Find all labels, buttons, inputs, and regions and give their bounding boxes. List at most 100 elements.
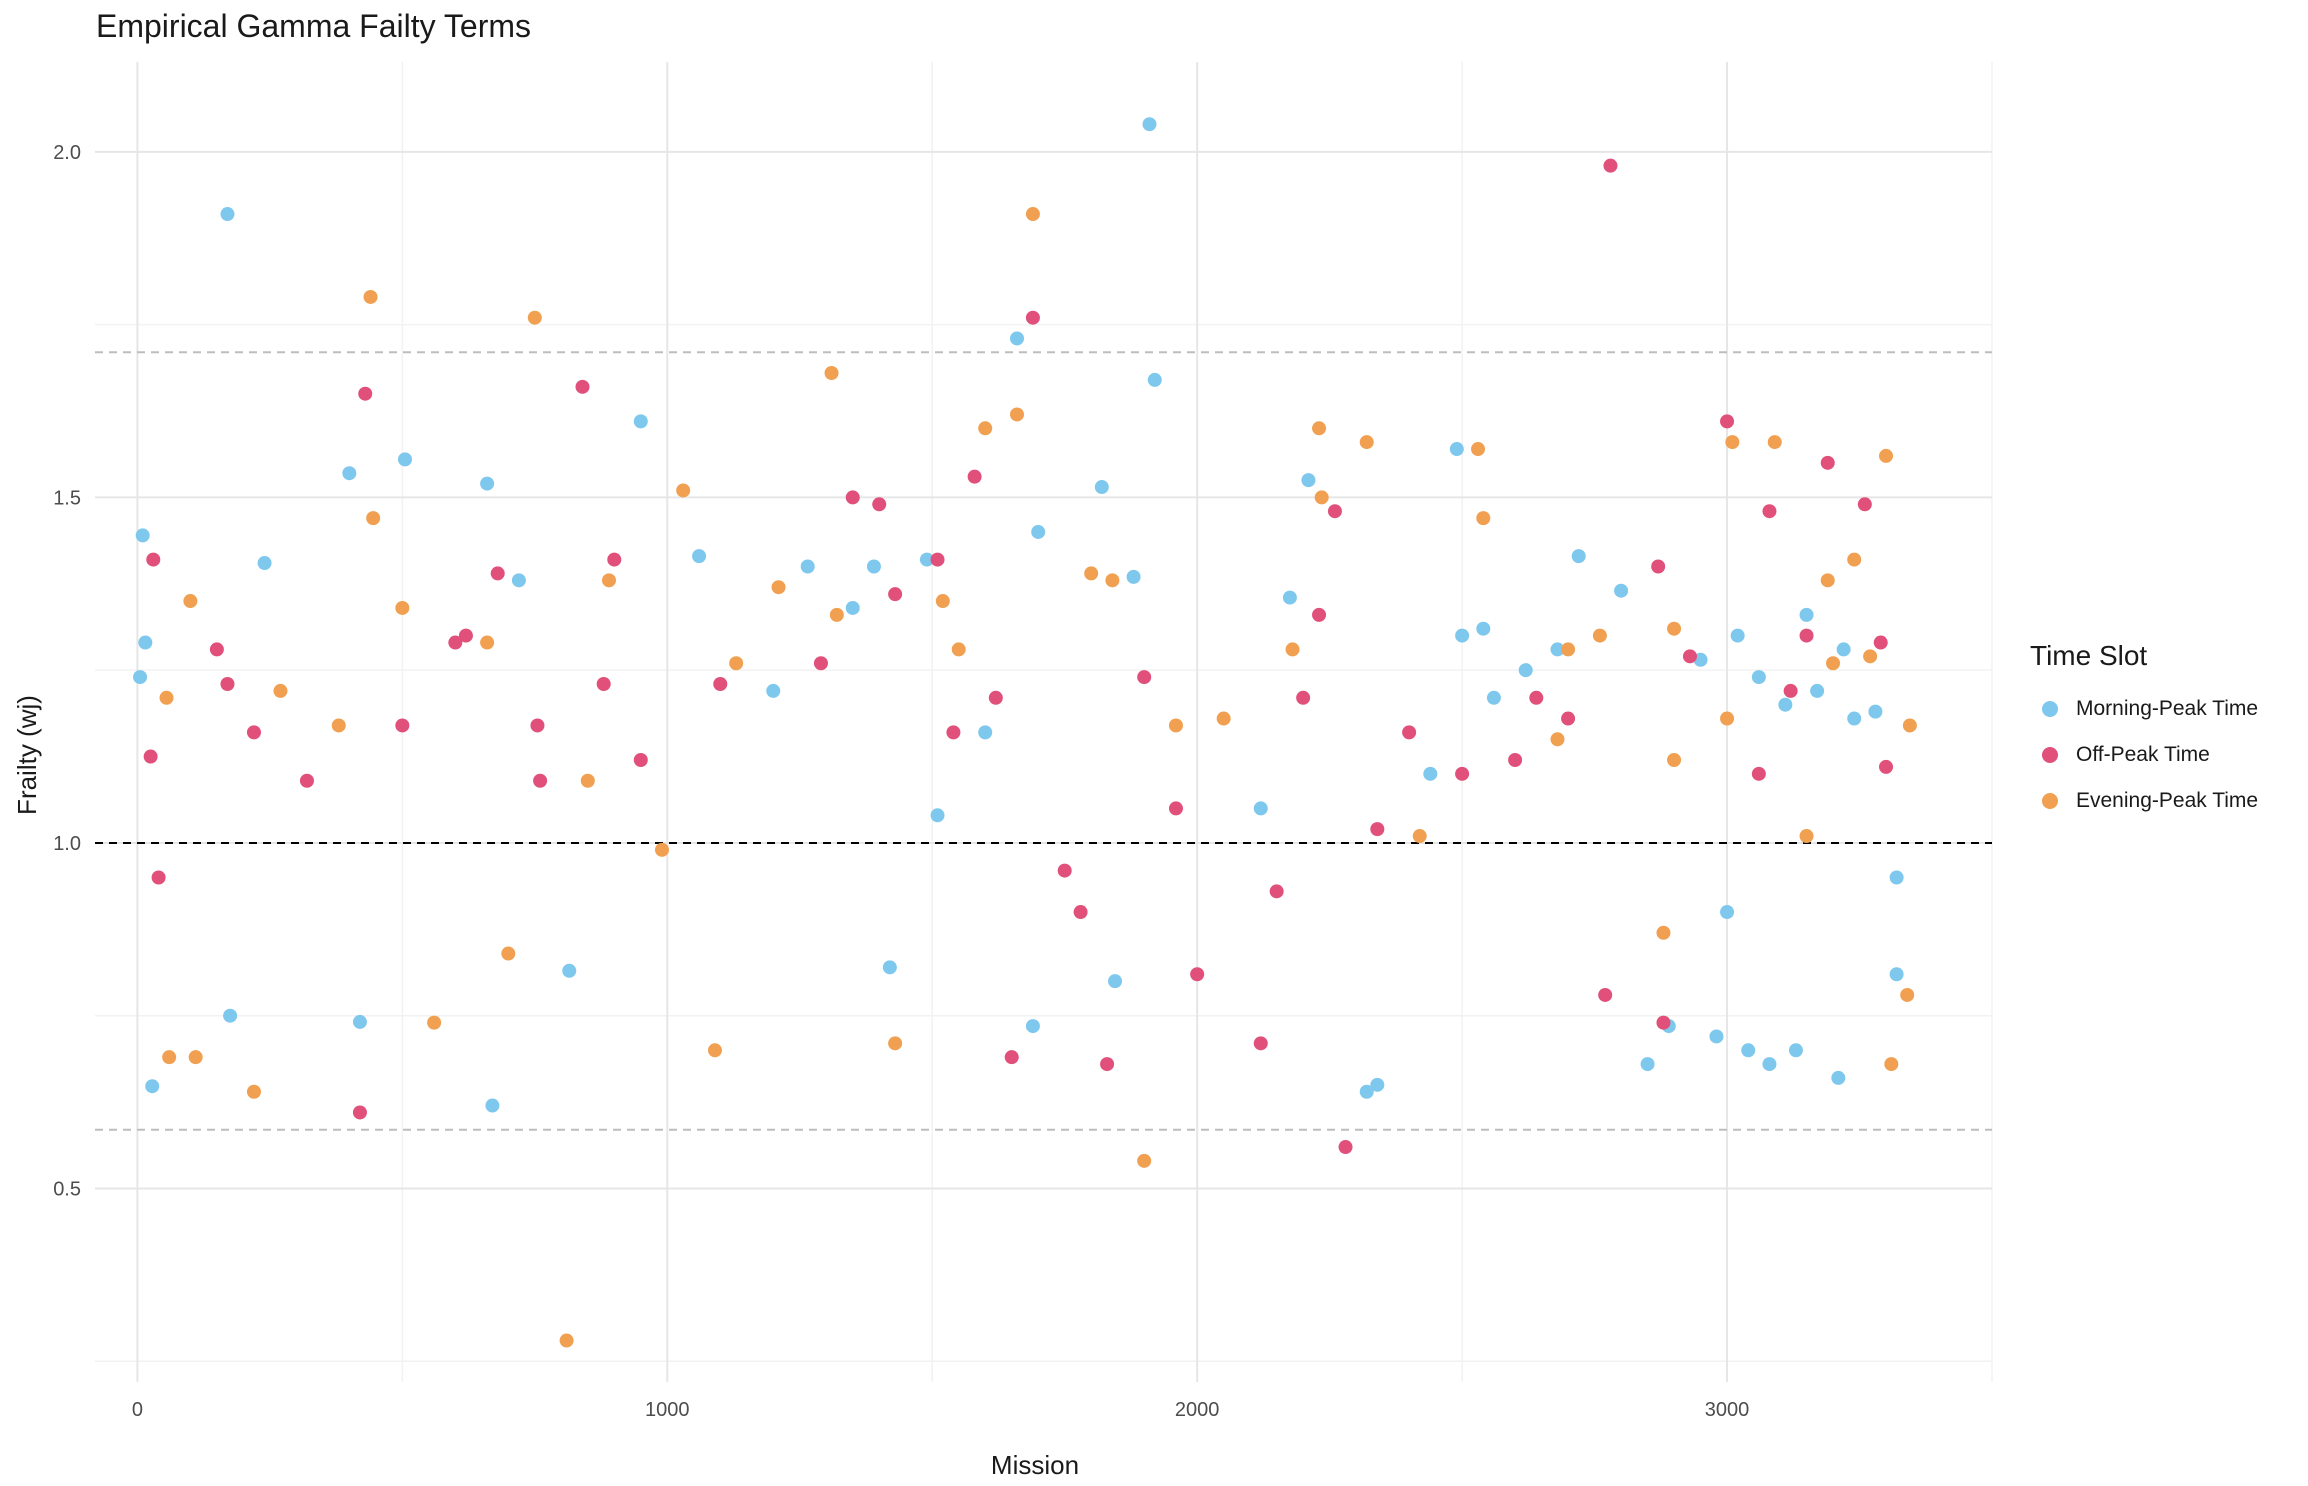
point-off-peak-time [1682,649,1697,664]
point-off-peak-time [395,718,410,733]
point-evening-peak-time [888,1036,903,1051]
point-morning-peak-time [1799,607,1814,622]
point-morning-peak-time [133,670,148,685]
minor-gridlines [95,62,1993,1382]
x-axis-label: Mission [991,1450,1079,1480]
point-morning-peak-time [1720,905,1735,920]
reference-lines [95,351,1992,1131]
point-morning-peak-time [1476,621,1491,636]
point-off-peak-time [946,725,961,740]
point-off-peak-time [1370,822,1385,837]
point-off-peak-time [1253,1036,1268,1051]
point-morning-peak-time [1889,967,1904,982]
point-off-peak-time [845,490,860,505]
point-off-peak-time [1720,414,1735,429]
legend-swatch-evening-peak [2042,793,2058,809]
point-evening-peak-time [1656,925,1671,940]
point-morning-peak-time [930,808,945,823]
point-morning-peak-time [1455,628,1470,643]
point-morning-peak-time [1810,683,1825,698]
point-morning-peak-time [1762,1057,1777,1072]
point-off-peak-time [633,753,648,768]
x-tick-label: 3000 [1705,1399,1750,1421]
point-evening-peak-time [273,683,288,698]
point-morning-peak-time [845,600,860,615]
point-morning-peak-time [220,207,235,222]
point-evening-peak-time [1884,1057,1899,1072]
point-morning-peak-time [1550,642,1565,657]
legend: Time Slot Morning-Peak Time Off-Peak Tim… [2030,640,2258,824]
point-morning-peak-time [1449,442,1464,457]
point-morning-peak-time [978,725,993,740]
point-off-peak-time [1820,455,1835,470]
point-evening-peak-time [1725,435,1740,450]
chart-title: Empirical Gamma Failty Terms [96,8,532,44]
point-evening-peak-time [1084,566,1099,581]
point-off-peak-time [1651,559,1666,574]
y-axis-label: Frailty (wj) [12,695,42,815]
x-tick-label: 0 [132,1399,143,1421]
point-morning-peak-time [257,556,272,571]
point-morning-peak-time [1571,549,1586,564]
point-evening-peak-time [363,289,378,304]
point-off-peak-time [1190,967,1205,982]
point-off-peak-time [151,870,166,885]
major-gridlines [95,62,1992,1382]
point-off-peak-time [930,552,945,567]
point-evening-peak-time [1314,490,1329,505]
point-off-peak-time [299,773,314,788]
point-off-peak-time [143,749,158,764]
point-morning-peak-time [1741,1043,1756,1058]
point-morning-peak-time [397,452,412,467]
point-evening-peak-time [829,607,844,622]
point-morning-peak-time [1709,1029,1724,1044]
y-tick-label: 0.5 [53,1178,81,1200]
point-off-peak-time [1762,504,1777,519]
point-evening-peak-time [1105,573,1120,588]
point-morning-peak-time [342,466,357,481]
point-off-peak-time [1455,766,1470,781]
point-evening-peak-time [729,656,744,671]
point-morning-peak-time [882,960,897,975]
point-evening-peak-time [559,1333,574,1348]
point-morning-peak-time [1108,974,1123,989]
point-off-peak-time [1857,497,1872,512]
point-evening-peak-time [951,642,966,657]
point-off-peak-time [448,635,463,650]
point-off-peak-time [1025,310,1040,325]
point-evening-peak-time [580,773,595,788]
point-morning-peak-time [1359,1084,1374,1099]
point-morning-peak-time [766,683,781,698]
point-morning-peak-time [1831,1070,1846,1085]
point-evening-peak-time [1826,656,1841,671]
point-evening-peak-time [501,946,516,961]
point-morning-peak-time [1693,652,1708,667]
point-evening-peak-time [1010,407,1025,422]
point-evening-peak-time [1879,448,1894,463]
point-evening-peak-time [824,365,839,380]
point-evening-peak-time [1412,829,1427,844]
legend-item-evening-peak: Evening-Peak Time [2030,778,2258,824]
point-off-peak-time [1783,683,1798,698]
point-morning-peak-time [866,559,881,574]
point-off-peak-time [1561,711,1576,726]
point-off-peak-time [458,628,473,643]
point-evening-peak-time [1799,829,1814,844]
point-morning-peak-time [1868,704,1883,719]
point-off-peak-time [490,566,505,581]
legend-swatch-morning-peak [2042,701,2058,717]
point-off-peak-time [1137,670,1152,685]
point-evening-peak-time [1863,649,1878,664]
point-morning-peak-time [1788,1043,1803,1058]
point-off-peak-time [533,773,548,788]
point-off-peak-time [967,469,982,484]
legend-item-morning-peak: Morning-Peak Time [2030,686,2258,732]
point-morning-peak-time [480,476,495,491]
point-morning-peak-time [1126,569,1141,584]
legend-swatch-off-peak [2042,747,2058,763]
point-morning-peak-time [1147,372,1162,387]
point-evening-peak-time [1471,442,1486,457]
point-evening-peak-time [1550,732,1565,747]
point-evening-peak-time [480,635,495,650]
point-off-peak-time [1004,1050,1019,1065]
